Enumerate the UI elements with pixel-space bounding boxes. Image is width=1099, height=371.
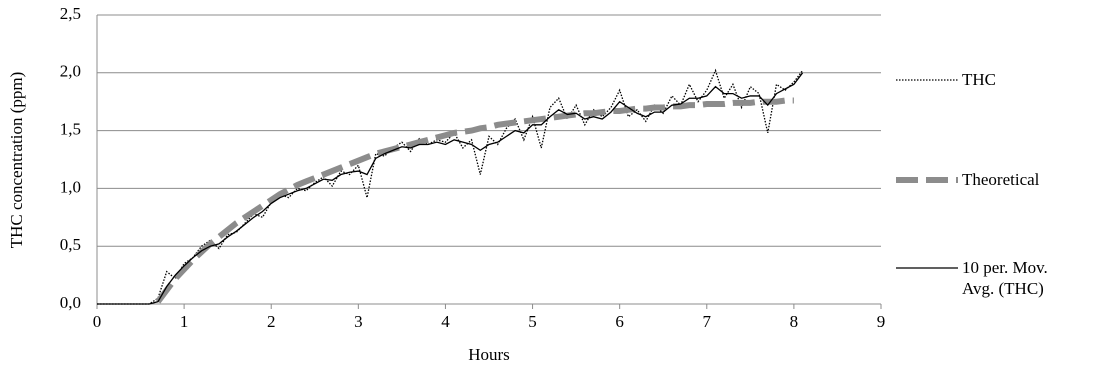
series-line xyxy=(97,72,804,305)
legend-label: 10 per. Mov. Avg. (THC) xyxy=(962,258,1048,298)
series-line xyxy=(155,97,794,304)
x-tick-label: 3 xyxy=(354,312,363,331)
legend-label: Theoretical xyxy=(962,170,1040,189)
x-tick-label: 5 xyxy=(528,312,537,331)
series-line xyxy=(97,68,804,305)
x-tick-label: 7 xyxy=(703,312,712,331)
legend-label: THC xyxy=(962,70,996,89)
x-tick-label: 9 xyxy=(877,312,886,331)
y-tick-label: 0,0 xyxy=(60,293,81,312)
x-tick-label: 2 xyxy=(267,312,276,331)
y-tick-label: 1,0 xyxy=(60,177,81,196)
y-tick-label: 2,5 xyxy=(60,4,81,23)
x-tick-label: 0 xyxy=(93,312,102,331)
x-tick-label: 8 xyxy=(790,312,799,331)
x-tick-label: 6 xyxy=(615,312,624,331)
y-axis-title: THC concentration (ppm) xyxy=(7,72,26,249)
y-tick-label: 1,5 xyxy=(60,120,81,139)
y-tick-label: 2,0 xyxy=(60,62,81,81)
x-axis-title: Hours xyxy=(468,345,510,364)
x-tick-label: 4 xyxy=(441,312,450,331)
x-tick-label: 1 xyxy=(180,312,189,331)
y-tick-label: 0,5 xyxy=(60,235,81,254)
